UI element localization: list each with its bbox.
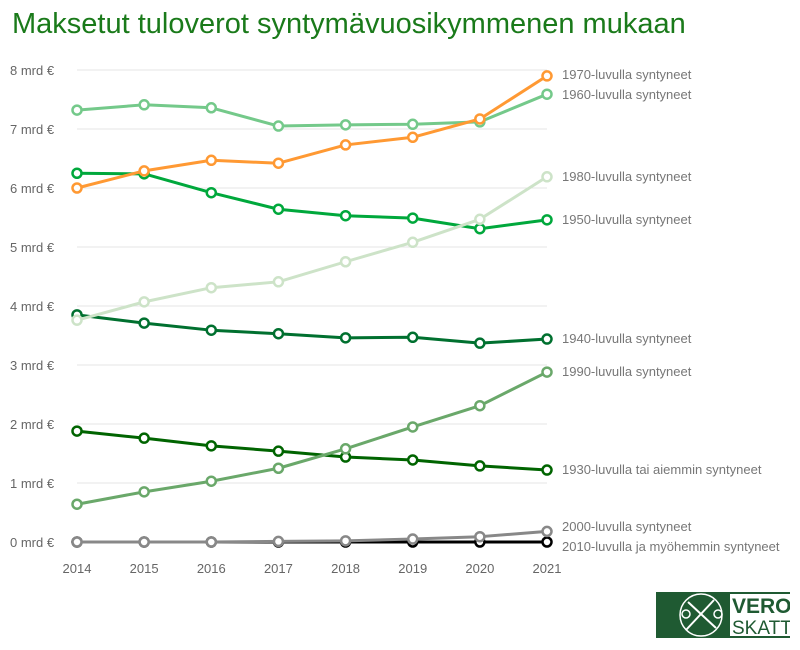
data-point [272, 120, 285, 132]
data-point [474, 222, 486, 235]
data-point [205, 324, 218, 336]
y-tick-label: 0 mrd € [10, 535, 55, 550]
y-tick-label: 3 mrd € [10, 358, 55, 373]
data-point [406, 131, 419, 144]
data-point [339, 209, 352, 222]
y-tick-label: 1 mrd € [10, 476, 55, 491]
y-tick-label: 5 mrd € [10, 240, 55, 255]
data-point [71, 314, 83, 326]
x-tick-label: 2017 [264, 561, 293, 576]
data-point [272, 462, 285, 474]
data-point [541, 171, 553, 183]
data-point [205, 186, 218, 199]
series-line [76, 370, 548, 506]
data-point [339, 443, 352, 455]
logo-skatt: SKATT [732, 618, 790, 638]
data-point [541, 366, 553, 378]
data-point [339, 119, 352, 131]
data-point [272, 535, 285, 548]
data-point [339, 256, 352, 268]
data-point [541, 333, 553, 345]
data-point [71, 536, 83, 548]
data-point [406, 421, 419, 433]
data-point [406, 118, 419, 131]
series-label: 1940-luvulla syntyneet [562, 331, 692, 346]
y-tick-label: 4 mrd € [10, 299, 55, 314]
x-tick-label: 2020 [465, 561, 494, 576]
data-point [474, 399, 486, 412]
data-point [541, 525, 553, 538]
data-point [138, 317, 150, 329]
logo-vero: VERO [732, 595, 790, 618]
series-label: 1970-luvulla syntyneet [562, 67, 692, 82]
data-point [138, 536, 150, 548]
data-point [205, 475, 218, 487]
y-tick-label: 2 mrd € [10, 417, 55, 432]
series-line [76, 175, 548, 322]
data-point [541, 214, 553, 226]
x-tick-label: 2019 [398, 561, 427, 576]
data-point [138, 165, 150, 177]
series-line [76, 429, 548, 472]
data-point [205, 440, 218, 452]
data-point [474, 530, 486, 543]
data-point [272, 445, 285, 457]
data-point [474, 213, 486, 226]
data-point [71, 425, 83, 437]
series-label: 1980-luvulla syntyneet [562, 169, 692, 184]
x-tick-label: 2021 [533, 561, 562, 576]
data-point [205, 154, 218, 167]
data-point [406, 236, 419, 249]
data-point [71, 182, 83, 194]
data-point [272, 276, 285, 288]
data-point [339, 535, 352, 547]
data-point [205, 536, 218, 548]
series-line [76, 313, 548, 345]
series-label: 1950-luvulla syntyneet [562, 212, 692, 227]
data-point [205, 281, 218, 294]
data-point [71, 104, 83, 116]
data-point [272, 327, 285, 340]
x-tick-label: 2015 [130, 561, 159, 576]
series-line [76, 74, 548, 190]
data-point [71, 167, 83, 179]
y-tick-label: 8 mrd € [10, 63, 55, 78]
chart-title: Maksetut tuloverot syntymävuosikymmenen … [12, 8, 686, 40]
data-point [406, 212, 419, 224]
data-point [541, 464, 553, 476]
y-tick-label: 6 mrd € [10, 181, 55, 196]
data-point [272, 157, 285, 169]
data-point [138, 296, 150, 308]
data-point [541, 536, 553, 548]
series-label: 1990-luvulla syntyneet [562, 364, 692, 379]
data-point [474, 113, 486, 125]
series-label: 1930-luvulla tai aiemmin syntyneet [562, 462, 762, 477]
series-label: 2000-luvulla syntyneet [562, 519, 692, 534]
y-tick-label: 7 mrd € [10, 122, 55, 137]
data-point [138, 432, 150, 444]
data-point [541, 88, 553, 100]
data-point [205, 102, 218, 114]
data-point [339, 332, 352, 344]
data-point [406, 533, 419, 545]
series-line [76, 171, 548, 231]
series-label: 1960-luvulla syntyneet [562, 87, 692, 102]
data-point [541, 70, 553, 82]
data-point [406, 454, 419, 466]
x-tick-label: 2016 [197, 561, 226, 576]
x-tick-label: 2018 [331, 561, 360, 576]
data-point [406, 331, 419, 344]
data-point [474, 460, 486, 472]
data-point [272, 203, 285, 215]
data-point [474, 337, 486, 349]
line-chart: 0 mrd € 1 mrd € 2 mrd € 3 mrd € 4 mrd € 5 mrd… [10, 63, 780, 576]
data-point [339, 139, 352, 151]
vero-skatt-logo: VERO SKATT [656, 592, 790, 638]
data-point [71, 498, 83, 510]
data-point [138, 486, 150, 498]
data-point [138, 99, 150, 111]
series-line [77, 529, 548, 544]
x-tick-label: 2014 [63, 561, 92, 576]
series-label: 2010-luvulla ja myöhemmin syntyneet [562, 539, 780, 554]
